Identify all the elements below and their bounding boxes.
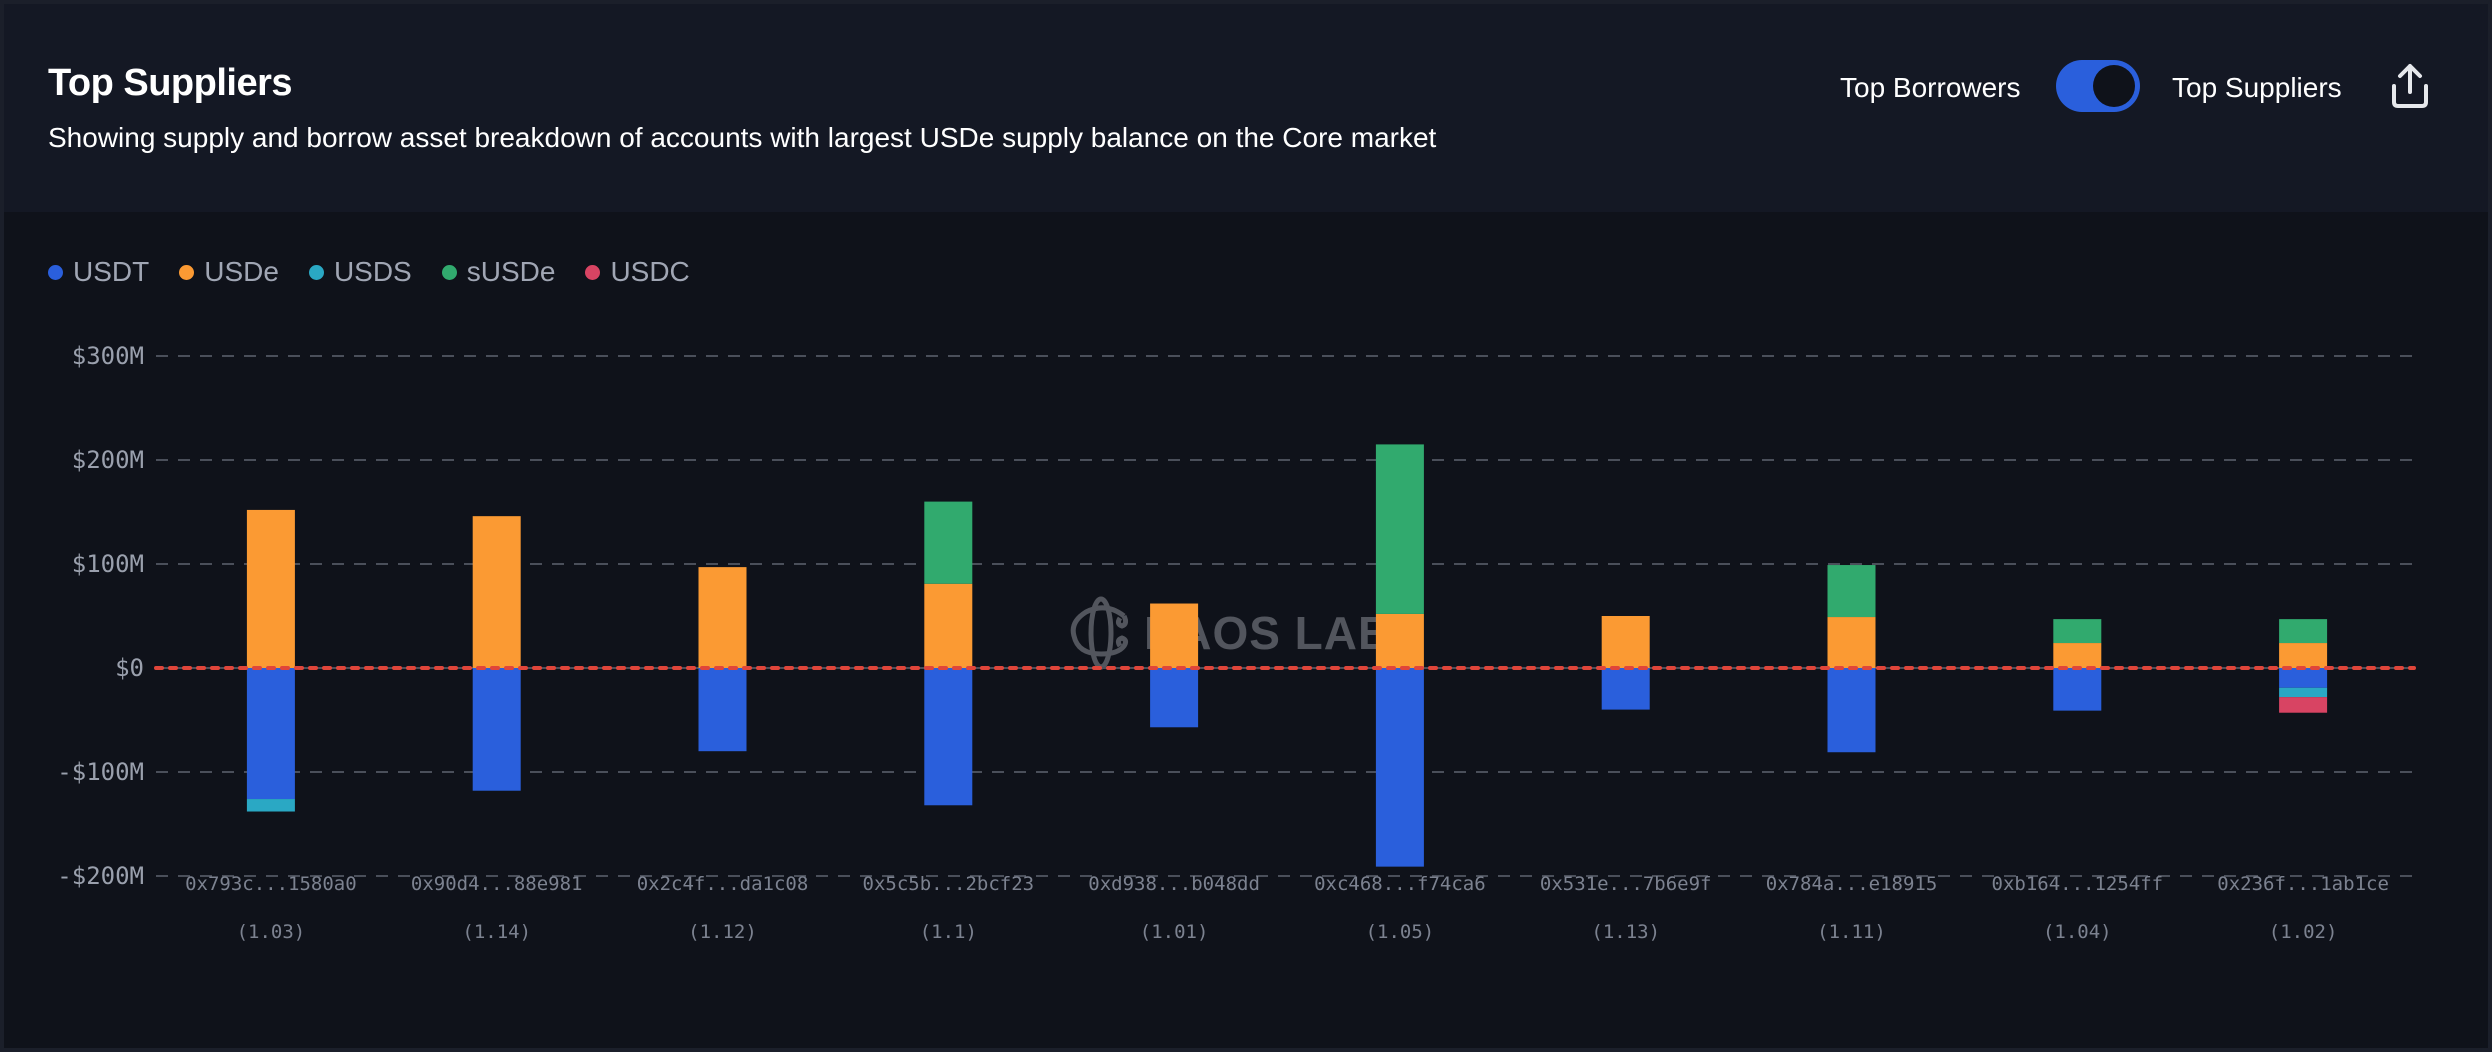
y-tick-label: $100M [72,550,144,578]
health-factor-label: (1.01) [1140,921,1209,943]
toggle-label-top-suppliers[interactable]: Top Suppliers [2172,72,2342,103]
legend-item-usdc[interactable]: USDC [585,256,690,288]
x-tick-label: 0xd938...b048dd [1088,873,1260,895]
legend-dot-icon [308,264,324,280]
health-factor-label: (1.14) [462,921,531,943]
bar-segment-usds [246,799,295,812]
bar-segment-usde [246,509,295,668]
chart-legend: USDT USDe USDS sUSDe USDC [48,256,690,288]
share-export-button[interactable] [2388,62,2432,110]
x-tick-label: 0x90d4...88e981 [411,873,583,895]
bar-segment-usdt [1601,668,1650,710]
bar-segment-usde [1375,613,1424,668]
y-tick-label: -$100M [57,758,144,786]
legend-label: sUSDe [466,256,556,287]
legend-dot-icon [441,264,457,280]
bar-segment-susde [2053,619,2102,644]
bar-segment-usde [1601,616,1650,668]
bar-segment-usde [2279,643,2328,668]
legend-label: USDe [204,256,279,287]
y-tick-label: $0 [115,654,144,682]
bar-segment-usdt [1150,668,1199,728]
legend-dot-icon [179,264,195,280]
legend-label: USDS [333,256,412,287]
bar-segment-usdt [472,668,521,791]
x-tick-label: 0x784a...e18915 [1766,873,1938,895]
bar-segment-usde [1827,617,1876,668]
bar-segment-usde [472,516,521,668]
legend-label: USDT [73,256,150,287]
x-tick-label: 0x2c4f...da1c08 [637,873,809,895]
borrowers-suppliers-toggle[interactable] [2056,60,2140,112]
legend-item-usds[interactable]: USDS [308,256,412,288]
bar-segment-usdt [2053,668,2102,711]
health-factor-label: (1.11) [1817,921,1886,943]
health-factor-label: (1.02) [2269,921,2338,943]
bar-segment-usds [2279,687,2328,698]
bar-segment-usde [698,567,747,668]
x-tick-label: 0x5c5b...2bcf23 [863,873,1035,895]
bar-segment-usde [2053,643,2102,668]
bar-segment-usdt [1375,668,1424,867]
x-tick-label: 0x236f...1ab1ce [2217,873,2389,895]
legend-item-susde[interactable]: sUSDe [441,256,556,288]
panel-subtitle: Showing supply and borrow asset breakdow… [48,122,1437,153]
bar-segment-usdt [924,668,973,806]
legend-item-usdt[interactable]: USDT [48,256,149,288]
health-factor-label: (1.04) [2043,921,2112,943]
bar-segment-susde [1375,444,1424,614]
x-tick-label: 0x531e...7b6e9f [1540,873,1712,895]
toggle-label-top-borrowers[interactable]: Top Borrowers [1840,72,2021,103]
legend-dot-icon [48,264,63,280]
toggle-knob [2093,65,2135,107]
legend-label: USDC [610,256,690,287]
y-tick-label: $300M [72,342,144,370]
health-factor-label: (1.05) [1366,921,1435,943]
health-factor-label: (1.13) [1591,921,1660,943]
bar-segment-usde [1150,603,1199,668]
legend-dot-icon [585,264,601,280]
bar-segment-susde [2279,619,2328,644]
panel-title: Top Suppliers [48,62,293,104]
x-tick-label: 0xc468...f74ca6 [1314,873,1486,895]
bar-segment-usdt [246,668,295,800]
share-export-icon [2392,64,2428,108]
bar-segment-usdt [2279,668,2328,688]
bar-segment-susde [924,501,973,584]
x-tick-label: 0xb164...1254ff [1992,873,2164,895]
x-tick-label: 0x793c...1580a0 [185,873,357,895]
health-factor-label: (1.1) [920,921,977,943]
bar-segment-susde [1827,565,1876,618]
bar-segment-usdc [2279,697,2328,713]
y-tick-label: $200M [72,446,144,474]
y-tick-label: -$200M [57,862,144,890]
health-factor-label: (1.03) [237,921,306,943]
bar-segment-usde [924,583,973,668]
health-factor-label: (1.12) [688,921,757,943]
bar-segment-usdt [1827,668,1876,753]
bar-segment-usdt [698,668,747,752]
legend-item-usde[interactable]: USDe [179,256,279,288]
